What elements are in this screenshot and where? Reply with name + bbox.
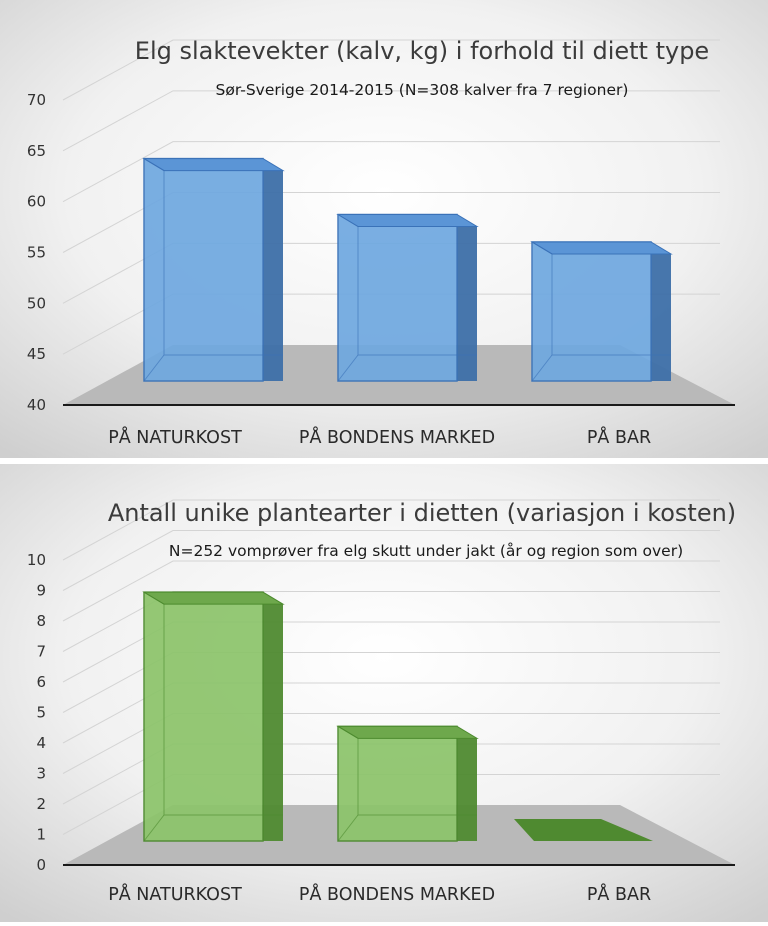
- y-tick-label: 0: [36, 856, 46, 874]
- bar-front-face: [143, 591, 264, 842]
- gridline: [62, 90, 720, 152]
- bar-side-face: [457, 726, 477, 841]
- y-tick-label: 8: [36, 612, 46, 630]
- y-tick-label: 65: [27, 142, 46, 160]
- y-axis-ticks: 0 1 2 3 4 5 6 7 8 9 10: [27, 551, 46, 874]
- y-tick-label: 2: [36, 795, 46, 813]
- gridline: [62, 530, 720, 591]
- bar-side-face: [457, 214, 477, 381]
- y-tick-label: 9: [36, 582, 46, 600]
- chart-subtitle: N=252 vomprøver fra elg skutt under jakt…: [169, 542, 683, 560]
- gridline: [62, 560, 720, 622]
- y-tick-label: 5: [36, 704, 46, 722]
- bar-inner-edge: [143, 158, 283, 356]
- y-tick-label: 70: [27, 91, 46, 109]
- gridline: [62, 141, 720, 203]
- bar-inner-edge: [337, 725, 477, 816]
- y-tick-label: 1: [36, 826, 46, 844]
- bar-side-face: [263, 158, 283, 381]
- chart-title: Antall unike plantearter i dietten (vari…: [108, 499, 736, 527]
- bar-inner-edge: [337, 354, 359, 382]
- bar-inner-edge: [143, 354, 165, 382]
- y-tick-label: 40: [27, 396, 46, 414]
- y-tick-label: 10: [27, 551, 46, 569]
- bar-front-face: [143, 157, 264, 382]
- category-label: PÅ BONDENS MARKED: [299, 426, 495, 448]
- chart-panel-weights: 40 45 50 55 60 65 70 PÅ NATURKOST PÅ BONDENS MA…: [0, 0, 768, 458]
- bar-top-face: [142, 158, 285, 172]
- y-tick-label: 6: [36, 673, 46, 691]
- bars: [142, 157, 673, 382]
- bar-front-face: [337, 213, 458, 382]
- bar-inner-edge: [143, 591, 283, 816]
- bar-side-face: [651, 241, 671, 381]
- chart-title: Elg slaktevekter (kalv, kg) i forhold ti…: [135, 37, 709, 65]
- bar-side-face: [263, 592, 283, 841]
- panel-separator: [0, 458, 768, 464]
- bar-top-face: [336, 725, 479, 739]
- y-tick-label: 55: [27, 244, 46, 262]
- gridline: [62, 499, 720, 561]
- y-tick-label: 7: [36, 643, 46, 661]
- bar-front-face: [531, 241, 652, 382]
- category-label: PÅ BONDENS MARKED: [299, 883, 495, 905]
- bar-2: [336, 725, 479, 842]
- chart-panel-species: 0 1 2 3 4 5 6 7 8 9 10 PÅ NATURKOST PÅ BONDENS MARK…: [0, 464, 768, 922]
- y-tick-label: 3: [36, 765, 46, 783]
- category-label: PÅ BAR: [587, 883, 651, 905]
- bar-inner-edge: [337, 814, 359, 842]
- bar-3: [530, 241, 673, 382]
- bar-top-face: [336, 214, 479, 227]
- y-tick-label: 45: [27, 345, 46, 363]
- bar-flat-slab: [514, 819, 653, 841]
- bar-3: [514, 819, 653, 841]
- bar-front-face: [337, 725, 458, 842]
- y-tick-label: 4: [36, 734, 46, 752]
- gridline: [62, 39, 720, 101]
- category-label: PÅ NATURKOST: [108, 426, 242, 448]
- y-tick-label: 60: [27, 193, 46, 211]
- y-axis-ticks: 40 45 50 55 60 65 70: [27, 91, 46, 414]
- category-label: PÅ NATURKOST: [108, 883, 242, 905]
- category-label: PÅ BAR: [587, 426, 651, 448]
- bar-2: [336, 213, 479, 382]
- category-labels: PÅ NATURKOST PÅ BONDENS MARKED PÅ BAR: [108, 883, 651, 905]
- bars: [142, 591, 653, 842]
- bar-top-face: [142, 591, 285, 605]
- bar-inner-edge: [337, 214, 477, 356]
- bar-inner-edge: [531, 241, 671, 356]
- bar-1: [142, 591, 285, 842]
- category-labels: PÅ NATURKOST PÅ BONDENS MARKED PÅ BAR: [108, 426, 651, 448]
- bar-inner-edge: [143, 814, 165, 842]
- bar-top-face: [530, 241, 673, 255]
- bar-inner-edge: [531, 354, 553, 382]
- y-tick-label: 50: [27, 294, 46, 312]
- chart-subtitle: Sør-Sverige 2014-2015 (N=308 kalver fra …: [216, 81, 629, 99]
- bar-1: [142, 157, 285, 382]
